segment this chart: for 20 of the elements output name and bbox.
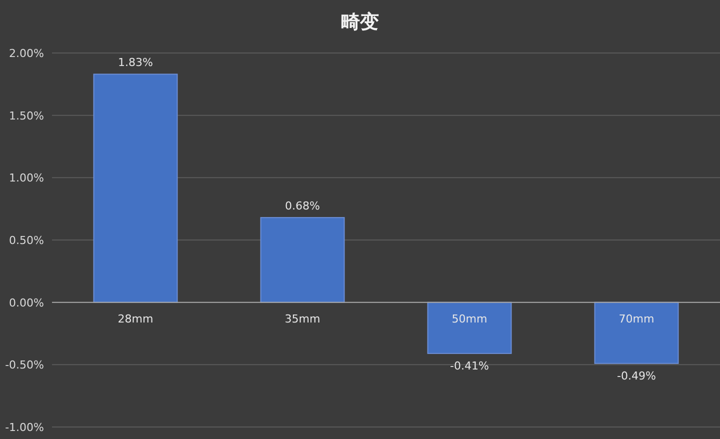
y-tick-label: 1.00% [9, 172, 44, 185]
data-label: -0.49% [617, 369, 656, 382]
data-label: 0.68% [285, 200, 320, 213]
x-tick-label: 50mm [452, 312, 488, 326]
chart-title: 畸变 [341, 11, 379, 33]
bar [594, 302, 679, 364]
bar [427, 302, 512, 354]
data-label: 1.83% [118, 56, 153, 70]
bar [260, 217, 345, 303]
bar [93, 74, 178, 303]
data-label: -0.41% [450, 359, 489, 372]
y-tick-label: 0.50% [9, 234, 44, 247]
y-tick-label: -0.50% [5, 358, 44, 372]
y-tick-label: 1.50% [9, 109, 44, 122]
y-tick-label: -1.00% [5, 421, 44, 434]
y-tick-label: 2.00% [9, 47, 44, 60]
y-tick-label: 0.00% [9, 296, 44, 310]
x-tick-label: 28mm [118, 312, 154, 326]
x-tick-label: 35mm [284, 312, 320, 326]
x-tick-label: 70mm [618, 312, 654, 326]
